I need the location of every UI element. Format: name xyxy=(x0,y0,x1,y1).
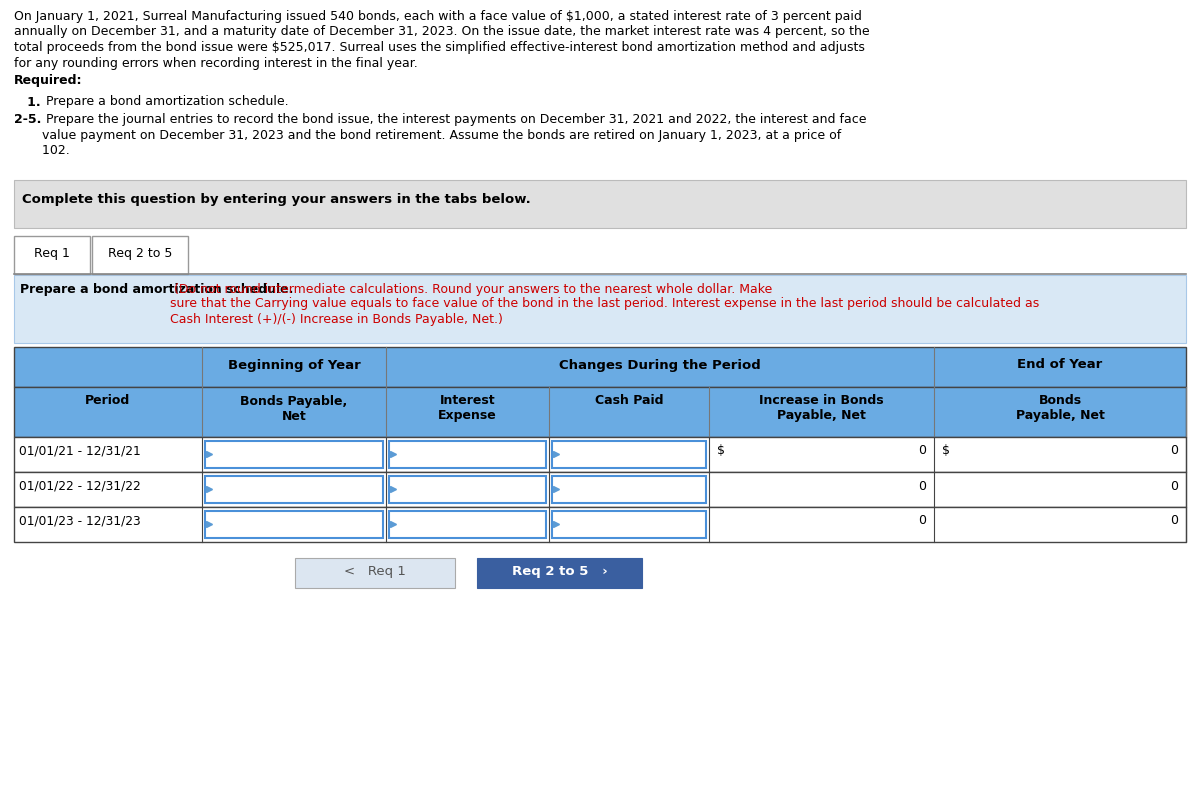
Text: 0: 0 xyxy=(1170,514,1178,528)
Bar xyxy=(552,475,706,502)
Text: 0: 0 xyxy=(918,479,926,492)
Bar xyxy=(92,235,188,273)
Text: 0: 0 xyxy=(918,444,926,457)
Bar xyxy=(295,557,455,588)
Bar xyxy=(478,557,642,588)
Text: Req 2 to 5   ›: Req 2 to 5 › xyxy=(511,564,607,577)
Text: Complete this question by entering your answers in the tabs below.: Complete this question by entering your … xyxy=(22,193,530,207)
Bar xyxy=(14,235,90,273)
Bar xyxy=(389,440,546,467)
Bar xyxy=(552,510,706,537)
Bar xyxy=(14,471,1186,506)
Text: 0: 0 xyxy=(1170,479,1178,492)
Text: <   Req 1: < Req 1 xyxy=(344,564,406,577)
Text: Required:: Required: xyxy=(14,74,83,87)
Text: Changes During the Period: Changes During the Period xyxy=(559,359,761,371)
Text: total proceeds from the bond issue were $525,017. Surreal uses the simplified ef: total proceeds from the bond issue were … xyxy=(14,41,865,54)
Text: 102.: 102. xyxy=(14,144,70,157)
Text: 01/01/21 - 12/31/21: 01/01/21 - 12/31/21 xyxy=(19,444,140,457)
Text: Prepare a bond amortization schedule.: Prepare a bond amortization schedule. xyxy=(42,95,289,108)
Text: annually on December 31, and a maturity date of December 31, 2023. On the issue : annually on December 31, and a maturity … xyxy=(14,25,870,38)
Bar xyxy=(205,475,383,502)
Text: Prepare the journal entries to record the bond issue, the interest payments on D: Prepare the journal entries to record th… xyxy=(42,113,866,126)
Text: End of Year: End of Year xyxy=(1018,359,1103,371)
Text: for any rounding errors when recording interest in the final year.: for any rounding errors when recording i… xyxy=(14,56,418,69)
Text: Beginning of Year: Beginning of Year xyxy=(228,359,360,371)
Text: 1.: 1. xyxy=(14,95,41,108)
Bar xyxy=(14,506,1186,541)
Text: 01/01/23 - 12/31/23: 01/01/23 - 12/31/23 xyxy=(19,514,140,528)
Text: $: $ xyxy=(942,444,950,457)
Bar xyxy=(552,440,706,467)
Bar xyxy=(389,510,546,537)
Text: Req 1: Req 1 xyxy=(34,247,70,261)
Text: On January 1, 2021, Surreal Manufacturing issued 540 bonds, each with a face val: On January 1, 2021, Surreal Manufacturin… xyxy=(14,10,862,23)
Text: $: $ xyxy=(718,444,725,457)
Text: 0: 0 xyxy=(1170,444,1178,457)
Text: Increase in Bonds
Payable, Net: Increase in Bonds Payable, Net xyxy=(760,394,884,422)
Bar xyxy=(14,347,1186,386)
Text: Prepare a bond amortization schedule.: Prepare a bond amortization schedule. xyxy=(20,282,293,296)
Bar xyxy=(14,386,1186,436)
Text: (Do not round intermediate calculations. Round your answers to the nearest whole: (Do not round intermediate calculations.… xyxy=(170,282,1039,325)
Bar xyxy=(205,440,383,467)
Text: Req 2 to 5: Req 2 to 5 xyxy=(108,247,172,261)
Text: Cash Paid: Cash Paid xyxy=(595,394,664,408)
Text: Bonds Payable,
Net: Bonds Payable, Net xyxy=(240,394,348,422)
Text: Period: Period xyxy=(85,394,131,408)
Text: 2-5.: 2-5. xyxy=(14,113,41,126)
Text: value payment on December 31, 2023 and the bond retirement. Assume the bonds are: value payment on December 31, 2023 and t… xyxy=(14,129,841,142)
Bar xyxy=(14,274,1186,343)
Bar xyxy=(14,180,1186,227)
Text: Interest
Expense: Interest Expense xyxy=(438,394,497,422)
Bar xyxy=(14,436,1186,471)
Bar xyxy=(389,475,546,502)
Bar xyxy=(205,510,383,537)
Text: 0: 0 xyxy=(918,514,926,528)
Text: 01/01/22 - 12/31/22: 01/01/22 - 12/31/22 xyxy=(19,479,140,492)
Text: Bonds
Payable, Net: Bonds Payable, Net xyxy=(1015,394,1104,422)
